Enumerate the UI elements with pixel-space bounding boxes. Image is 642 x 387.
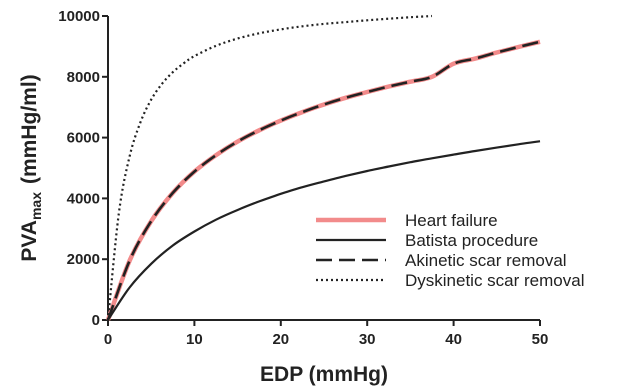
series-line-akinetic-scar-removal — [106, 40, 541, 321]
y-tick-label: 4000 — [67, 190, 100, 207]
y-tick-label: 10000 — [58, 8, 100, 25]
y-axis-title: PVAmax (mmHg/ml) — [18, 74, 44, 261]
legend-label-akinetic-scar-removal: Akinetic scar removal — [405, 251, 567, 270]
axes — [107, 16, 540, 321]
y-tick-label: 8000 — [67, 69, 100, 86]
x-tick-label: 50 — [532, 331, 549, 348]
legend-label-dyskinetic-scar-removal: Dyskinetic scar removal — [405, 271, 585, 290]
x-tick-label: 10 — [186, 331, 203, 348]
x-tick-label: 30 — [359, 331, 376, 348]
x-tick-label: 20 — [272, 331, 289, 348]
y-axis-title-main: PVA — [18, 220, 41, 262]
y-tick-label: 2000 — [67, 251, 100, 268]
x-tick-label: 40 — [445, 331, 462, 348]
ticks: 0 10 20 30 40 50 0 2000 4000 6000 8000 10000 — [58, 8, 548, 348]
series-layer — [105, 14, 541, 321]
y-tick-label: 6000 — [67, 130, 100, 147]
y-axis-title-subscript: max — [28, 192, 44, 220]
y-tick-label: 0 — [92, 312, 100, 329]
series-line-dyskinetic-scar-removal — [106, 14, 433, 321]
legend-label-heart-failure: Heart failure — [405, 211, 498, 230]
y-axis-title-unit: (mmHg/ml) — [18, 74, 41, 184]
x-tick-label: 0 — [104, 331, 112, 348]
x-axis-title: EDP (mmHg) — [260, 363, 388, 386]
series-line-batista-procedure — [107, 140, 541, 321]
legend-label-batista-procedure: Batista procedure — [405, 231, 538, 250]
